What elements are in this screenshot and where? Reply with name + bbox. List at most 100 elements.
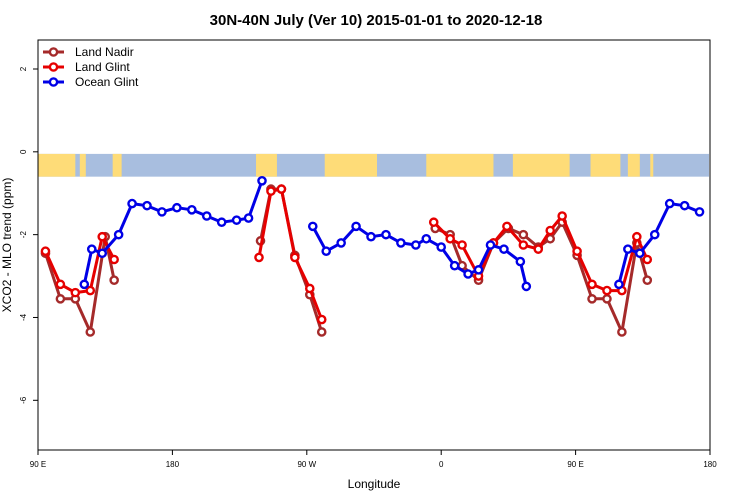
land-patch (38, 153, 76, 177)
land-nadir-point (617, 327, 627, 337)
ocean-glint-point (157, 207, 167, 217)
ocean-glint-point (216, 217, 227, 228)
land-patch (324, 153, 377, 177)
land-glint-point (97, 231, 108, 242)
ocean-glint-point (172, 202, 182, 213)
ocean-glint-point (473, 265, 484, 275)
land-nadir-point (518, 229, 529, 240)
y-tick-label: -6 (19, 396, 28, 404)
land-glint-point (304, 283, 315, 294)
ocean-glint-point (79, 279, 90, 290)
y-tick-label: -4 (19, 313, 28, 321)
land-glint-point (445, 233, 455, 244)
land-glint-point (587, 279, 597, 290)
ocean-glint-point (449, 260, 460, 271)
land-patch (650, 153, 654, 177)
land-nadir-point (109, 275, 119, 286)
x-tick-label: 180 (703, 460, 717, 469)
ocean-glint-point (485, 240, 496, 250)
ocean-glint-point (664, 198, 675, 209)
land-glint-line (257, 187, 324, 321)
land-patch (79, 153, 86, 177)
land-glint-point (642, 254, 653, 265)
land-glint-point (545, 225, 556, 236)
land-patch (590, 153, 621, 177)
ocean-glint-point (436, 242, 447, 252)
x-tick-label: 90 E (30, 460, 46, 469)
legend-ocean-glint-marker (48, 77, 59, 87)
y-axis-label: XCO2 - MLO trend (ppm) (0, 178, 14, 313)
ocean-glint-point (86, 244, 97, 254)
land-patch (426, 153, 494, 177)
ocean-glint-line (311, 224, 528, 287)
ocean-glint-point (499, 244, 509, 254)
ocean-glint-point (351, 221, 361, 232)
ocean-glint-point (307, 221, 318, 232)
y-axis: -6 -4 -2 0 2 (19, 66, 38, 404)
land-glint-point (518, 240, 529, 250)
ocean-glint-point (243, 213, 254, 223)
land-nadir-point (602, 294, 612, 304)
plot-frame (37, 39, 711, 451)
ocean-glint-point (421, 233, 432, 244)
land-nadir-point (55, 294, 66, 304)
y-tick-label: 2 (19, 66, 28, 71)
ocean-glint-point (396, 238, 406, 248)
series-layer (40, 176, 705, 337)
ocean-glint-point (694, 207, 705, 217)
land-patch (256, 153, 277, 177)
legend-land-glint-label: Land Glint (75, 60, 130, 74)
land-glint-point (457, 240, 467, 250)
land-nadir-point (85, 327, 96, 337)
ocean-glint-point (127, 198, 137, 209)
land-glint-point (55, 279, 66, 290)
land-glint-point (557, 211, 567, 221)
x-tick-label: 0 (439, 460, 444, 469)
land-glint-point (254, 252, 264, 263)
ocean-glint-point (649, 229, 660, 240)
land-glint-line (432, 214, 649, 293)
land-patch (512, 153, 570, 177)
ocean-glint-point (187, 204, 197, 215)
land-glint-point (602, 285, 612, 296)
chart-title: 30N-40N July (Ver 10) 2015-01-01 to 2020… (210, 12, 543, 29)
y-tick-label: 0 (19, 149, 28, 154)
land-glint-point (70, 287, 81, 298)
land-glint-point (40, 246, 51, 257)
land-glint-point (572, 246, 582, 257)
ocean-glint-point (321, 246, 332, 257)
land-glint-point (502, 221, 512, 232)
ocean-glint-point (113, 229, 124, 240)
legend-land-nadir-marker (48, 47, 59, 57)
legend-ocean-glint-label: Ocean Glint (75, 75, 139, 89)
ocean-glint-point (635, 248, 645, 259)
ocean-glint-point (336, 238, 346, 248)
land-patch (112, 153, 122, 177)
land-glint-point (316, 314, 327, 325)
ocean-glint-point (381, 229, 391, 240)
y-tick-label: -2 (19, 231, 28, 239)
x-axis-label: Longitude (348, 477, 401, 491)
x-axis: 90 E 180 90 W 0 90 E 180 (30, 450, 717, 469)
land-nadir-line (259, 187, 324, 333)
land-nadir-point (316, 327, 327, 337)
land-glint-point (290, 252, 300, 263)
land-glint-point (533, 244, 544, 254)
land-glint-point (85, 285, 96, 296)
ocean-glint-point (679, 200, 690, 211)
land-glint-point (276, 184, 287, 194)
ocean-glint-point (515, 256, 526, 267)
land-mask-band (38, 153, 709, 177)
legend-land-glint-marker (48, 62, 59, 72)
ocean-glint-point (521, 281, 532, 292)
x-tick-label: 90 E (567, 460, 583, 469)
ocean-glint-point (366, 231, 376, 242)
ocean-glint-point (257, 176, 267, 186)
ocean-glint-point (201, 211, 212, 221)
ocean-glint-point (231, 215, 242, 225)
land-glint-point (428, 217, 439, 228)
ocean-glint-point (614, 279, 624, 290)
ocean-glint-point (97, 248, 108, 259)
